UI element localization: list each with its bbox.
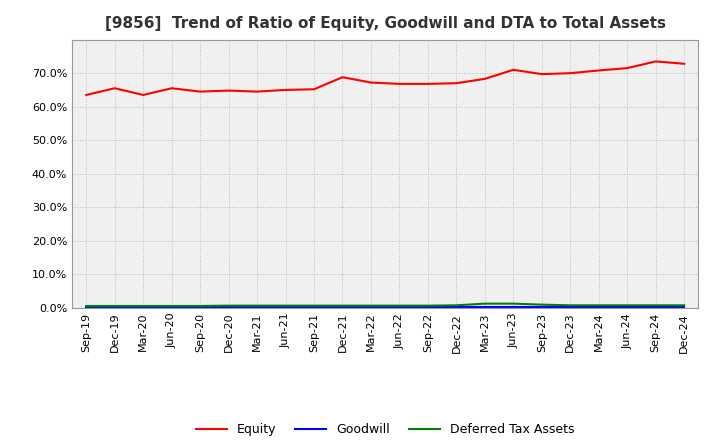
Goodwill xyxy=(423,304,432,310)
Deferred Tax Assets xyxy=(196,303,204,308)
Deferred Tax Assets xyxy=(338,303,347,308)
Goodwill xyxy=(310,304,318,310)
Goodwill xyxy=(225,304,233,310)
Goodwill xyxy=(395,304,404,310)
Goodwill xyxy=(82,304,91,310)
Equity xyxy=(82,92,91,98)
Deferred Tax Assets xyxy=(452,303,461,308)
Equity xyxy=(338,74,347,80)
Equity xyxy=(110,86,119,91)
Deferred Tax Assets xyxy=(282,303,290,308)
Equity xyxy=(452,81,461,86)
Goodwill xyxy=(366,304,375,310)
Line: Equity: Equity xyxy=(86,62,684,95)
Equity xyxy=(196,89,204,94)
Equity xyxy=(537,72,546,77)
Equity xyxy=(480,76,489,81)
Deferred Tax Assets xyxy=(310,303,318,308)
Equity xyxy=(566,70,575,76)
Goodwill xyxy=(623,304,631,310)
Deferred Tax Assets xyxy=(595,303,603,308)
Goodwill xyxy=(452,304,461,310)
Deferred Tax Assets xyxy=(395,303,404,308)
Goodwill xyxy=(167,304,176,310)
Equity xyxy=(680,61,688,66)
Deferred Tax Assets xyxy=(225,303,233,308)
Equity xyxy=(253,89,261,94)
Deferred Tax Assets xyxy=(623,303,631,308)
Deferred Tax Assets xyxy=(509,301,518,306)
Deferred Tax Assets xyxy=(366,303,375,308)
Equity xyxy=(623,66,631,71)
Goodwill xyxy=(196,304,204,310)
Deferred Tax Assets xyxy=(167,303,176,308)
Goodwill xyxy=(282,304,290,310)
Deferred Tax Assets xyxy=(139,303,148,308)
Equity xyxy=(282,87,290,92)
Equity xyxy=(167,86,176,91)
Equity xyxy=(423,81,432,87)
Deferred Tax Assets xyxy=(423,303,432,308)
Goodwill xyxy=(680,304,688,310)
Legend: Equity, Goodwill, Deferred Tax Assets: Equity, Goodwill, Deferred Tax Assets xyxy=(191,418,580,440)
Deferred Tax Assets xyxy=(480,301,489,306)
Goodwill xyxy=(253,304,261,310)
Goodwill xyxy=(139,304,148,310)
Goodwill xyxy=(566,304,575,310)
Equity xyxy=(225,88,233,93)
Goodwill xyxy=(652,304,660,310)
Deferred Tax Assets xyxy=(566,303,575,308)
Goodwill xyxy=(480,304,489,310)
Deferred Tax Assets xyxy=(652,303,660,308)
Line: Deferred Tax Assets: Deferred Tax Assets xyxy=(86,304,684,306)
Equity xyxy=(652,59,660,64)
Goodwill xyxy=(537,304,546,310)
Deferred Tax Assets xyxy=(537,302,546,307)
Equity xyxy=(595,68,603,73)
Deferred Tax Assets xyxy=(680,303,688,308)
Deferred Tax Assets xyxy=(110,303,119,308)
Goodwill xyxy=(338,304,347,310)
Goodwill xyxy=(595,304,603,310)
Equity xyxy=(310,87,318,92)
Goodwill xyxy=(509,304,518,310)
Equity xyxy=(366,80,375,85)
Equity xyxy=(395,81,404,87)
Goodwill xyxy=(110,304,119,310)
Equity xyxy=(509,67,518,73)
Title: [9856]  Trend of Ratio of Equity, Goodwill and DTA to Total Assets: [9856] Trend of Ratio of Equity, Goodwil… xyxy=(104,16,666,32)
Deferred Tax Assets xyxy=(82,303,91,308)
Equity xyxy=(139,92,148,98)
Deferred Tax Assets xyxy=(253,303,261,308)
